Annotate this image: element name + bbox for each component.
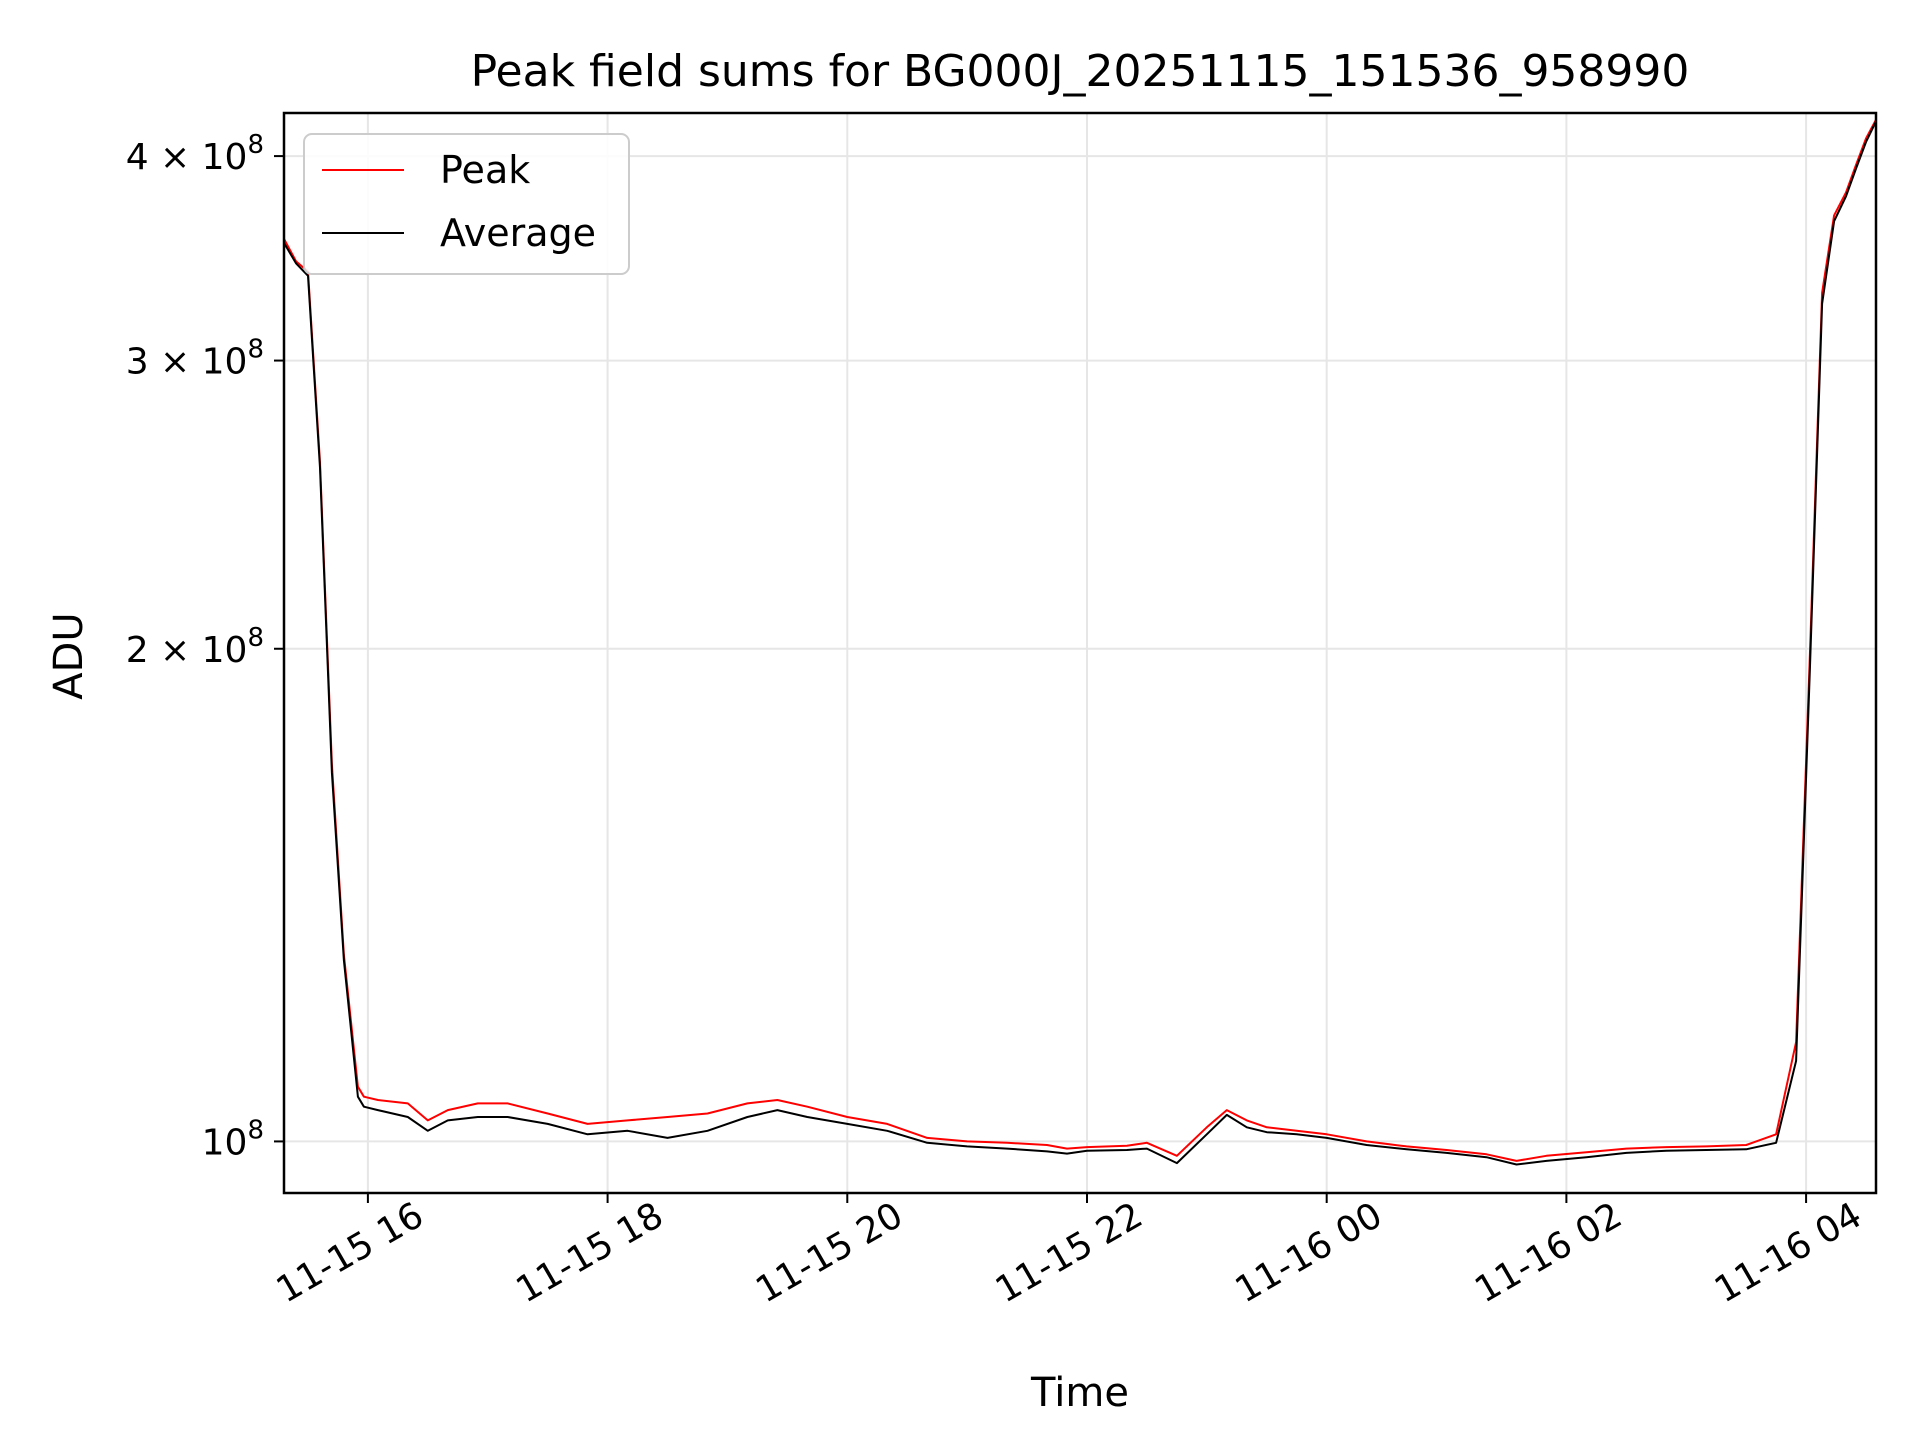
y-tick-label: 2 × 108 bbox=[126, 623, 264, 671]
y-tick-label: 3 × 108 bbox=[126, 335, 264, 383]
plot-series bbox=[283, 119, 1877, 1166]
x-axis-label: Time bbox=[1030, 1370, 1129, 1416]
legend: Peak Average bbox=[303, 133, 630, 275]
chart-title: Peak field sums for BG000J_20251115_1515… bbox=[471, 46, 1690, 97]
y-axis-label: ADU bbox=[46, 612, 92, 699]
legend-peak-label: Peak bbox=[440, 148, 530, 192]
y-tick-label: 108 bbox=[202, 1115, 264, 1163]
series-line-average bbox=[283, 120, 1877, 1166]
y-axis-ticks: 108 2 × 108 3 × 108 4 × 108 bbox=[126, 130, 284, 1163]
series-line-peak bbox=[283, 119, 1877, 1162]
plot-frame bbox=[282, 111, 1878, 1195]
y-tick-label: 4 × 108 bbox=[126, 130, 264, 178]
legend-average-label: Average bbox=[440, 211, 596, 255]
